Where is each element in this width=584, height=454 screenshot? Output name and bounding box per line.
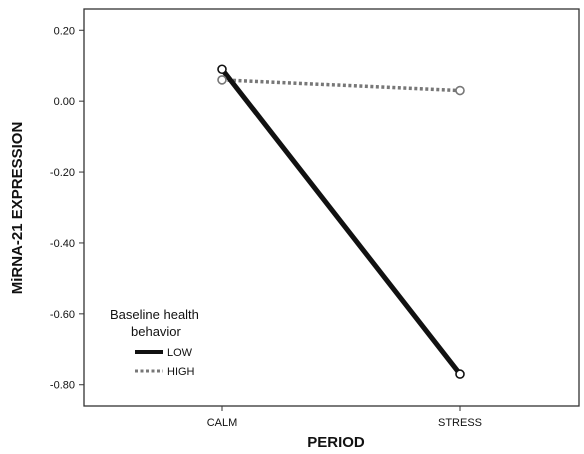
y-tick-label: -0.40 bbox=[50, 238, 75, 250]
point-low-stress bbox=[455, 369, 465, 379]
legend-label-low: LOW bbox=[167, 347, 193, 359]
x-tick-label: CALM bbox=[207, 417, 238, 429]
y-tick-label: -0.20 bbox=[50, 167, 75, 179]
point-high-stress bbox=[455, 85, 465, 96]
x-axis-title: PERIOD bbox=[307, 434, 365, 451]
y-axis-title: MiRNA-21 EXPRESSION bbox=[9, 122, 26, 295]
series-layer bbox=[217, 64, 465, 379]
legend-title-line-1: Baseline health bbox=[110, 307, 199, 322]
x-axis: CALM STRESS bbox=[207, 406, 482, 429]
point-low-calm bbox=[217, 64, 227, 75]
y-tick-label: 0.20 bbox=[54, 25, 75, 37]
point-high-calm bbox=[217, 75, 227, 85]
legend: Baseline health behavior LOW HIGH bbox=[110, 307, 199, 378]
x-tick-label: STRESS bbox=[438, 417, 482, 429]
y-tick-label: -0.80 bbox=[50, 380, 75, 392]
y-tick-label: 0.00 bbox=[54, 96, 75, 108]
series-line-low bbox=[220, 67, 462, 376]
series-line-high bbox=[221, 78, 461, 93]
y-tick-label: -0.60 bbox=[50, 309, 75, 321]
y-axis: 0.20 0.00 -0.20 -0.40 -0.60 -0.80 bbox=[50, 25, 84, 392]
legend-title-line-2: behavior bbox=[131, 324, 182, 339]
legend-label-high: HIGH bbox=[167, 366, 195, 378]
